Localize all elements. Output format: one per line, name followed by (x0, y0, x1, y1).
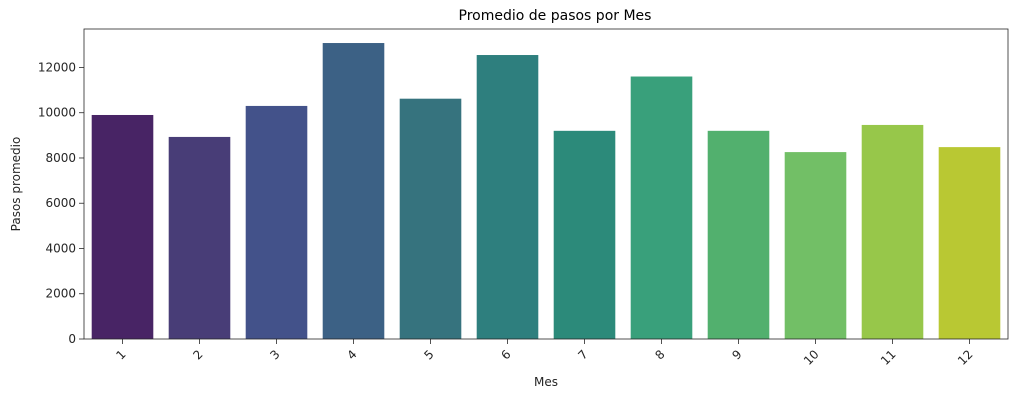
bar-month-3 (245, 105, 308, 340)
y-axis-label: Pasos promedio (9, 137, 23, 232)
bar-month-2 (168, 136, 231, 339)
bar-month-10 (784, 152, 847, 339)
x-tick-label: 11 (878, 347, 899, 368)
bar-month-7 (553, 130, 616, 339)
x-tick-label: 3 (267, 347, 282, 362)
y-tick-label: 10000 (38, 106, 76, 120)
bar-month-4 (322, 43, 385, 339)
y-tick-label: 0 (68, 332, 76, 346)
bar-month-8 (630, 76, 693, 339)
bar-month-12 (938, 147, 1001, 339)
x-tick-label: 1 (113, 347, 128, 362)
bar-month-9 (707, 130, 770, 339)
x-tick-label: 2 (190, 347, 205, 362)
x-tick-label: 10 (801, 347, 822, 368)
y-tick-label: 6000 (45, 196, 76, 210)
x-tick-label: 5 (421, 347, 436, 362)
x-tick-label: 6 (498, 347, 513, 362)
bar-month-1 (91, 114, 154, 339)
x-tick-label: 12 (955, 347, 976, 368)
bars-group (91, 43, 1001, 340)
y-tick-label: 8000 (45, 151, 76, 165)
y-axis: 0 2000 4000 6000 8000 10000 12000 (38, 60, 84, 346)
x-axis-label: Mes (534, 375, 558, 389)
bar-month-11 (861, 124, 924, 339)
x-tick-label: 7 (575, 347, 590, 362)
bar-month-5 (399, 98, 462, 340)
y-tick-label: 4000 (45, 241, 76, 255)
bar-month-6 (476, 55, 539, 339)
x-tick-label: 4 (344, 347, 359, 362)
y-tick-label: 12000 (38, 60, 76, 74)
x-axis: 1 2 3 4 5 6 7 8 9 10 11 12 (113, 339, 976, 368)
x-tick-label: 9 (729, 347, 744, 362)
y-tick-label: 2000 (45, 287, 76, 301)
chart-title: Promedio de pasos por Mes (459, 8, 652, 24)
plot-frame (83, 28, 1009, 340)
x-tick-label: 8 (652, 347, 667, 362)
